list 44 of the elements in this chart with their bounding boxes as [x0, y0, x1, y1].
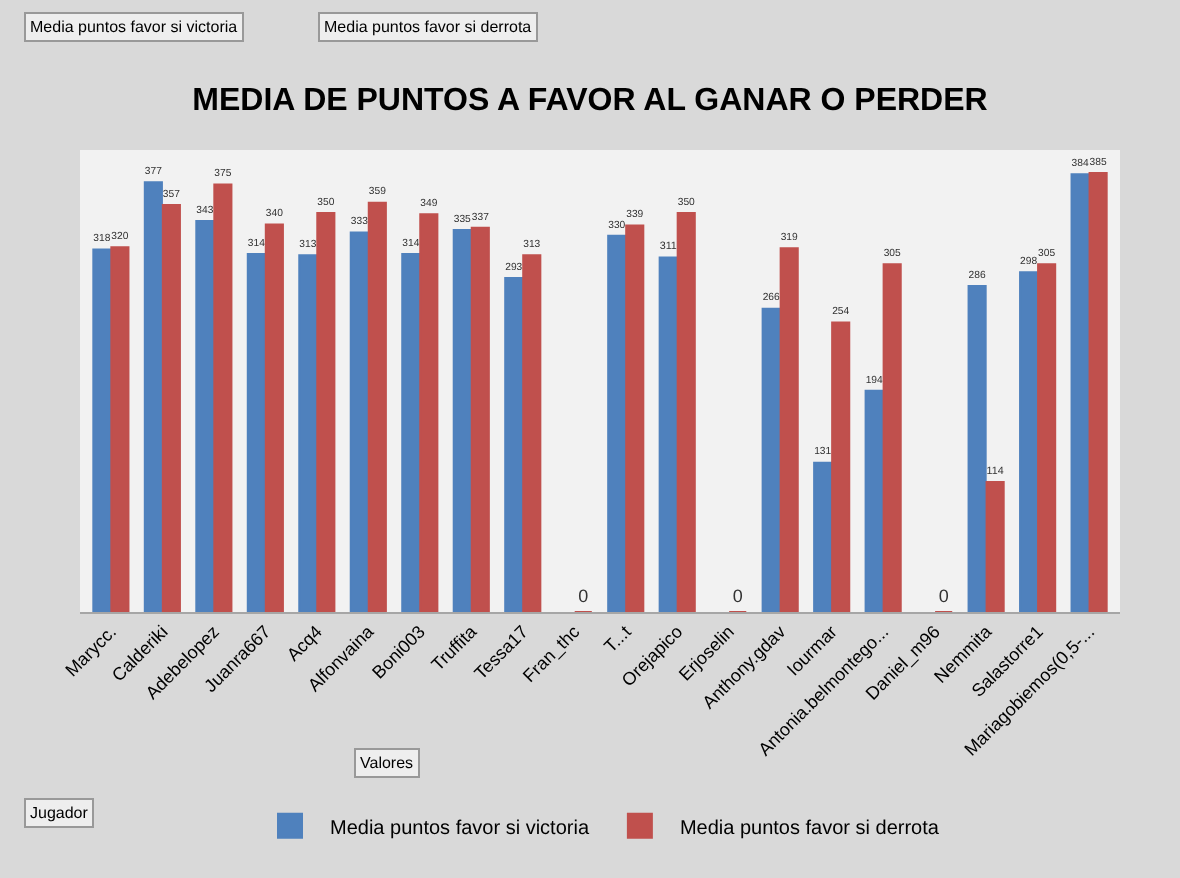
text: Media puntos favor si derrota [324, 18, 533, 36]
bar [779, 247, 799, 612]
bar [92, 248, 112, 612]
bar [213, 183, 233, 612]
bar [1088, 172, 1108, 612]
bar [504, 276, 524, 612]
text: Media puntos favor si victoria [30, 18, 239, 36]
bar [316, 212, 336, 612]
bar [110, 246, 130, 612]
bar [1070, 173, 1090, 612]
bar [761, 307, 781, 612]
bar [161, 204, 181, 612]
bar [367, 201, 387, 612]
bar [1037, 263, 1057, 612]
bar [625, 224, 645, 612]
bar [864, 389, 884, 612]
bar [831, 321, 851, 612]
bar [195, 219, 215, 612]
data-label: 0 [938, 586, 949, 606]
bar [676, 212, 696, 612]
bar [658, 256, 678, 612]
bar [401, 253, 421, 612]
bar [419, 213, 439, 612]
bar [264, 223, 284, 612]
bar [967, 284, 987, 612]
bar [813, 461, 833, 612]
bar [985, 481, 1005, 612]
bar [882, 263, 902, 612]
bar [349, 231, 369, 612]
bar [470, 226, 490, 612]
legend-label: Media puntos favor si derrota [679, 817, 940, 840]
bar [522, 254, 542, 612]
text: Jugador [30, 804, 89, 822]
legend-label: Media puntos favor si victoria [330, 817, 590, 840]
bar [452, 229, 472, 612]
chart-title: MEDIA DE PUNTOS A FAVOR AL GANAR O PERDER [192, 84, 989, 119]
bar [246, 253, 266, 612]
text: Valores [360, 754, 414, 772]
bar [298, 254, 318, 612]
data-label: 0 [578, 586, 589, 606]
bar [143, 181, 163, 612]
data-label: 0 [732, 586, 743, 606]
bar [1019, 271, 1039, 612]
bar [607, 234, 627, 612]
